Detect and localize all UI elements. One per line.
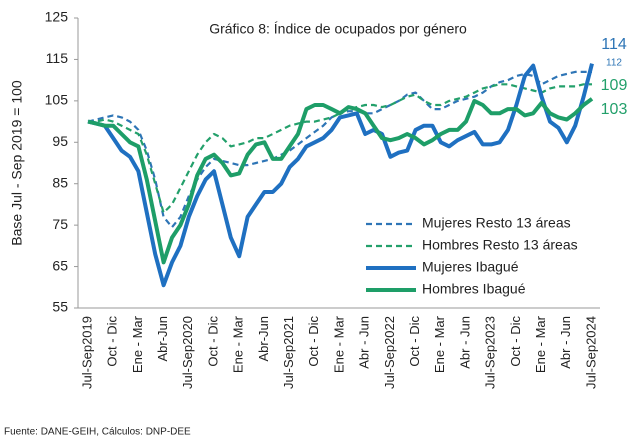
- x-tick-label: Oct - Dic: [205, 316, 220, 367]
- x-tick-label: Ene - Mar: [231, 315, 246, 373]
- source: Fuente: DANE-GEIH, Cálculos: DNP-DEE: [4, 427, 191, 438]
- x-tick-label: Jul-Sep2023: [483, 316, 498, 389]
- legend-label: Mujeres Ibagué: [422, 259, 519, 275]
- x-tick-label: Oct - Dic: [508, 316, 523, 367]
- x-tick-label: Oct - Dic: [105, 316, 120, 367]
- x-tick-label: Jul-Sep2021: [281, 316, 296, 389]
- y-axis-label: Base Jul - Sep 2019 = 100: [9, 80, 25, 246]
- x-tick-label: Abr - Jun: [558, 316, 573, 369]
- y-tick-label: 55: [52, 299, 68, 315]
- legend-label: Hombres Resto 13 áreas: [422, 237, 578, 253]
- x-tick-label: Ene - Mar: [331, 315, 346, 373]
- x-tick-label: Jul-Sep2022: [382, 316, 397, 389]
- x-tick-label: Jul-Sep2019: [79, 316, 94, 389]
- y-tick-label: 65: [52, 257, 68, 273]
- y-tick-label: 85: [52, 174, 68, 190]
- y-tick-label: 95: [52, 133, 68, 149]
- x-tick-label: Oct - Dic: [407, 316, 422, 367]
- x-tick-label: Ene - Mar: [533, 315, 548, 373]
- end-label: 103: [601, 101, 628, 118]
- end-label: 109: [601, 77, 628, 94]
- x-tick-label: Abr - Jun: [457, 316, 472, 369]
- chart-title: Gráfico 8: Índice de ocupados por género: [209, 21, 467, 37]
- x-tick-label: Jul-Sep2020: [180, 316, 195, 389]
- end-label: 114: [601, 36, 627, 53]
- y-tick-label: 125: [45, 9, 69, 25]
- end-label: 112: [606, 58, 622, 69]
- x-tick-label: Ene - Mar: [432, 315, 447, 373]
- x-tick-label: Abr - Jun: [357, 316, 372, 369]
- legend-label: Hombres Ibagué: [422, 281, 526, 297]
- legend-label: Mujeres Resto 13 áreas: [422, 215, 571, 231]
- y-tick-label: 105: [45, 92, 69, 108]
- x-tick-label: Oct - Dic: [306, 316, 321, 367]
- series-line: [87, 70, 592, 229]
- x-tick-label: Jul-Sep2024: [583, 316, 598, 389]
- series-line: [87, 97, 594, 265]
- y-tick-label: 115: [46, 50, 69, 66]
- x-tick-label: Ene - Mar: [130, 315, 145, 373]
- series-line: [87, 63, 594, 288]
- y-tick-label: 75: [52, 216, 68, 232]
- x-tick-label: Abr-Jun: [155, 316, 170, 362]
- x-tick-label: Abr-Jun: [256, 316, 271, 362]
